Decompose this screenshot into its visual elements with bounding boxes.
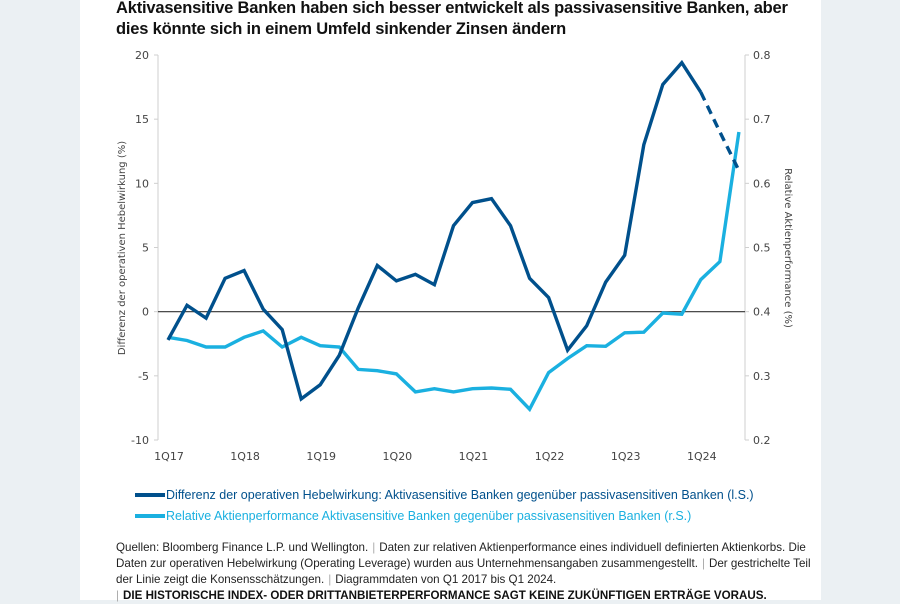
x-tick-label: 1Q19 — [306, 450, 336, 463]
footnotes: Quellen: Bloomberg Finance L.P. und Well… — [116, 540, 816, 604]
separator: | — [372, 541, 376, 554]
chart-panel: Aktivasensitive Banken haben sich besser… — [80, 0, 821, 602]
series-line-stock-performance — [167, 131, 741, 413]
x-tick-label: 1Q17 — [154, 450, 184, 463]
x-tick-label: 1Q23 — [611, 450, 641, 463]
legend-item-stock-performance: Relative Aktienperformance Aktivasensiti… — [135, 505, 754, 526]
line-chart: 20 15 10 5 0 -5 -10 0.8 0.7 0.6 0.5 0.4 0.3 0.2 1Q17 1Q… — [117, 49, 793, 463]
x-tick-label: 1Q21 — [459, 450, 489, 463]
disclaimer: DIE HISTORISCHE INDEX- ODER DRITTANBIETE… — [123, 589, 767, 602]
y-tick-label-right: 0.4 — [753, 306, 771, 319]
legend-label-light: Relative Aktienperformance Aktivasensiti… — [166, 508, 692, 523]
separator: | — [701, 557, 705, 570]
y-tick-label-right: 0.7 — [753, 113, 771, 126]
series-line-operating-leverage-estimate — [699, 91, 741, 172]
axes: 20 15 10 5 0 -5 -10 0.8 0.7 0.6 0.5 0.4 0.3 0.2 1Q17 1Q… — [131, 49, 770, 463]
y-tick-label-left: 5 — [142, 242, 149, 255]
y-tick-label-left: -5 — [138, 370, 149, 383]
legend-swatch-dark — [135, 492, 165, 497]
range-note: Diagrammdaten von Q1 2017 bis Q1 2024. — [335, 573, 557, 586]
y-tick-label-left: 0 — [142, 306, 149, 319]
y-tick-label-right: 0.5 — [753, 242, 771, 255]
y-tick-label-left: 15 — [135, 113, 149, 126]
dashed-note: Der gestrichelte Teil der Linie zeigt di… — [116, 557, 811, 586]
chart-title: Aktivasensitive Banken haben sich besser… — [116, 0, 788, 38]
y-axis-label-right: Relative Aktienperformance (%) — [782, 168, 793, 328]
legend: Differenz der operativen Hebelwirkung: A… — [135, 484, 754, 526]
x-tick-label: 1Q20 — [383, 450, 413, 463]
separator: | — [116, 589, 120, 602]
y-tick-label-right: 0.3 — [753, 370, 771, 383]
series-line-operating-leverage — [166, 59, 703, 402]
data-note: Daten zur relativen Aktienperformance ei… — [116, 541, 806, 570]
series-group — [166, 59, 741, 413]
y-tick-label-right: 0.8 — [753, 49, 771, 62]
x-tick-label: 1Q18 — [230, 450, 260, 463]
y-tick-label-right: 0.6 — [753, 177, 771, 190]
separator: | — [328, 573, 332, 586]
legend-item-operating-leverage: Differenz der operativen Hebelwirkung: A… — [135, 484, 754, 505]
x-tick-label: 1Q24 — [687, 450, 717, 463]
y-tick-label-left: 20 — [135, 49, 149, 62]
legend-swatch-light — [135, 513, 165, 518]
x-tick-label: 1Q22 — [535, 450, 565, 463]
legend-label-dark: Differenz der operativen Hebelwirkung: A… — [166, 487, 754, 502]
y-tick-label-left: -10 — [131, 434, 149, 447]
y-tick-label-left: 10 — [135, 177, 149, 190]
y-axis-label-left: Differenz der operativen Hebelwirkung (%… — [117, 141, 128, 355]
sources-note: Quellen: Bloomberg Finance L.P. und Well… — [116, 541, 369, 554]
y-tick-label-right: 0.2 — [753, 434, 771, 447]
